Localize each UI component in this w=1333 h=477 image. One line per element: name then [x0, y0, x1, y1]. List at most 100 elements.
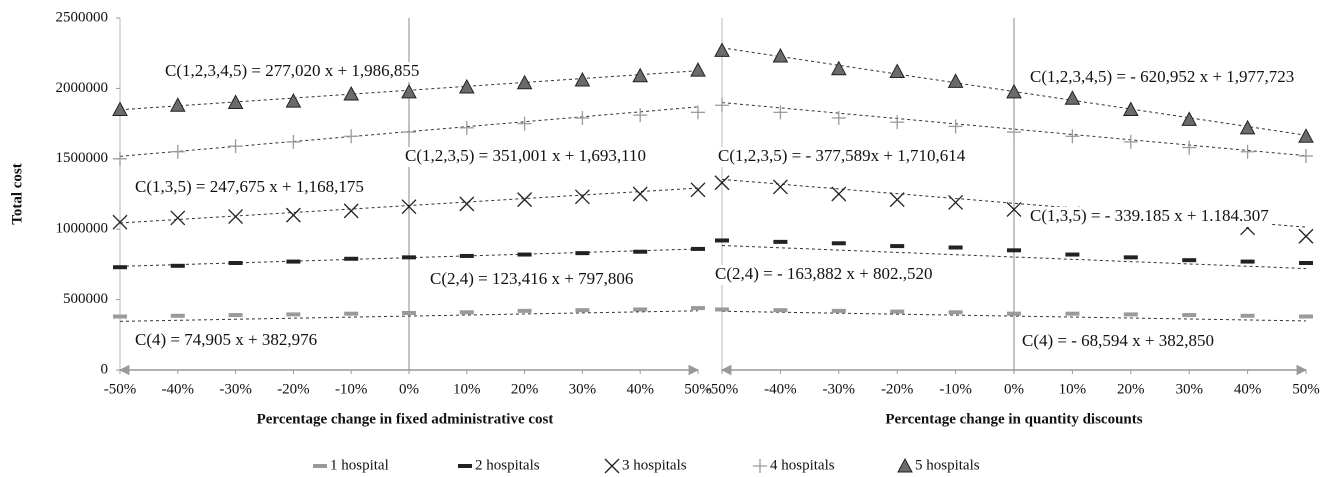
- marker: [458, 78, 475, 94]
- marker: [170, 144, 185, 159]
- marker: [772, 179, 788, 195]
- x-axis-title: Percentage change in quantity discounts: [885, 411, 1142, 427]
- legend-swatch: [313, 464, 327, 468]
- marker: [113, 151, 127, 166]
- marker: [1298, 228, 1314, 244]
- marker: [1240, 259, 1255, 264]
- trend-equation: C(1,2,3,4,5) = - 620,952 x + 1,977,723: [1030, 67, 1294, 86]
- legend-item: 4 hospitals: [753, 457, 835, 473]
- marker: [632, 186, 648, 202]
- marker: [948, 245, 963, 250]
- x-tick-label: -20%: [277, 381, 310, 397]
- trend-equation: C(4) = - 68,594 x + 382,850: [1022, 331, 1214, 350]
- marker: [690, 62, 706, 77]
- marker: [715, 98, 729, 113]
- marker: [889, 63, 906, 79]
- marker: [773, 239, 788, 244]
- x-tick-label: 10%: [1059, 381, 1087, 397]
- x-tick-label: 20%: [1117, 381, 1145, 397]
- legend-item: 2 hospitals: [458, 457, 540, 473]
- y-tick-label: 500000: [63, 291, 108, 307]
- x-tick-label: 40%: [1234, 381, 1262, 397]
- marker: [947, 73, 964, 88]
- y-tick-label: 1000000: [56, 221, 109, 237]
- marker: [517, 192, 533, 208]
- marker: [286, 312, 301, 317]
- trend-equation: C(1,2,3,5) = - 377,589x + 1,710,614: [718, 146, 966, 165]
- trend-line: [721, 102, 1307, 157]
- marker: [773, 308, 788, 313]
- marker: [772, 47, 789, 63]
- marker: [715, 238, 729, 243]
- marker: [1240, 313, 1255, 318]
- marker: [831, 308, 846, 313]
- marker: [169, 97, 186, 112]
- equation-bg: [1028, 207, 1271, 227]
- marker: [1123, 312, 1138, 317]
- marker: [343, 203, 359, 219]
- marker: [714, 42, 730, 57]
- marker: [113, 265, 127, 270]
- marker: [890, 244, 905, 249]
- equation-bg: [713, 265, 935, 285]
- marker: [228, 139, 243, 154]
- marker: [1123, 255, 1138, 260]
- marker: [402, 310, 416, 315]
- marker: [459, 310, 474, 315]
- x-tick-label: -30%: [219, 381, 252, 397]
- legend-swatch: [753, 459, 767, 473]
- legend-swatch: [458, 464, 472, 468]
- marker: [113, 314, 127, 319]
- marker: [690, 182, 706, 198]
- marker: [715, 307, 729, 312]
- x-axis-title: Percentage change in fixed administrativ…: [257, 411, 554, 427]
- marker: [1181, 111, 1198, 126]
- marker: [714, 175, 730, 191]
- marker: [831, 241, 846, 246]
- marker: [574, 71, 591, 87]
- marker: [517, 116, 532, 131]
- legend-label: 3 hospitals: [622, 457, 687, 473]
- equation-bg: [428, 270, 636, 290]
- legend-swatch: [604, 458, 620, 474]
- marker: [1007, 248, 1021, 253]
- marker: [890, 309, 905, 314]
- marker: [112, 214, 128, 230]
- marker: [170, 263, 185, 268]
- marker: [1065, 311, 1080, 316]
- legend-item: 1 hospital: [313, 457, 389, 473]
- marker: [633, 307, 648, 312]
- legend-swatch: [897, 457, 913, 473]
- marker: [285, 93, 302, 108]
- trend-equation: C(2,4) = 123,416 x + 797,806: [430, 269, 633, 288]
- trend-line: [119, 310, 699, 322]
- marker: [1007, 125, 1021, 140]
- marker: [228, 260, 243, 265]
- x-tick-label: 30%: [569, 381, 597, 397]
- marker: [773, 105, 788, 120]
- marker: [401, 83, 417, 99]
- marker: [285, 207, 301, 223]
- marker: [691, 246, 705, 251]
- marker: [1240, 144, 1255, 159]
- legend-label: 5 hospitals: [915, 457, 980, 473]
- marker: [1123, 134, 1138, 149]
- equation-bg: [716, 147, 968, 167]
- x-tick-label: 0%: [399, 381, 419, 397]
- equation-bg: [1020, 332, 1216, 352]
- x-tick-label: -50%: [104, 381, 137, 397]
- x-tick-label: -40%: [162, 381, 195, 397]
- marker: [1182, 313, 1197, 318]
- marker: [1298, 128, 1314, 143]
- x-tick-label: 0%: [1004, 381, 1024, 397]
- marker: [517, 252, 532, 257]
- marker: [1299, 260, 1313, 265]
- legend-label: 1 hospital: [330, 457, 389, 473]
- x-tick-label: 20%: [511, 381, 539, 397]
- marker: [286, 134, 301, 149]
- marker: [1299, 314, 1313, 319]
- x-tick-label: 50%: [684, 381, 712, 397]
- legend-label: 2 hospitals: [475, 457, 540, 473]
- marker: [402, 125, 416, 140]
